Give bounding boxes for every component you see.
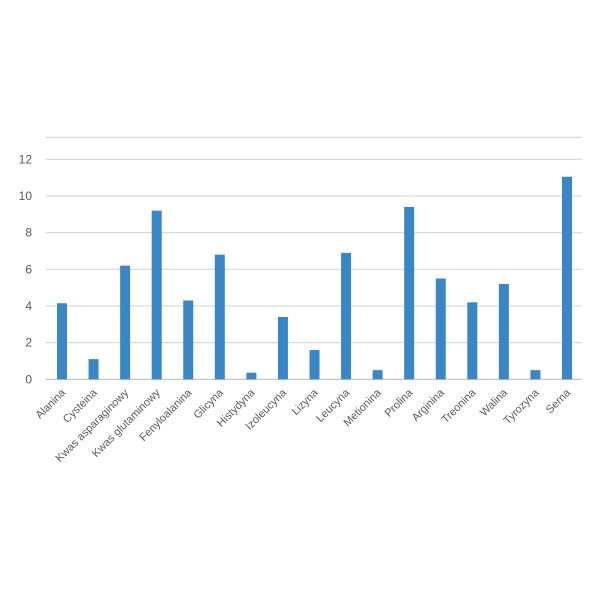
bar-alanina (57, 303, 67, 380)
bar-tyrozyna (530, 370, 541, 380)
y-tick-label: 12 (19, 152, 33, 166)
x-tick-label: Treonina (440, 386, 480, 426)
bar-lizyna (309, 349, 320, 380)
bar-glicyna (214, 254, 225, 380)
y-tick-label: 0 (25, 372, 32, 386)
bar-kwas-glutaminowy (151, 210, 162, 380)
bar-arginina (435, 278, 446, 380)
y-tick-label: 8 (25, 226, 32, 240)
y-tick-label: 6 (25, 262, 32, 276)
bar-cysteina (88, 359, 99, 380)
bar-histydyna (246, 372, 257, 380)
y-tick-label: 10 (19, 189, 33, 203)
bar-walina (498, 283, 509, 380)
x-tick-label: Serna (544, 386, 574, 416)
y-tick-label: 2 (25, 336, 32, 350)
y-tick-label: 4 (25, 299, 32, 313)
bar-leucyna (341, 252, 352, 380)
bar-treonina (467, 302, 478, 380)
bar-fenyloalanina (183, 300, 194, 380)
bar-serna (562, 176, 572, 380)
bar-metionina (372, 370, 383, 380)
bar-kwas-asparaginowy (120, 265, 131, 380)
bar-prolina (404, 206, 415, 380)
bar-izoleucyna (277, 316, 288, 380)
x-tick-label: Tyrozyna (502, 386, 543, 427)
